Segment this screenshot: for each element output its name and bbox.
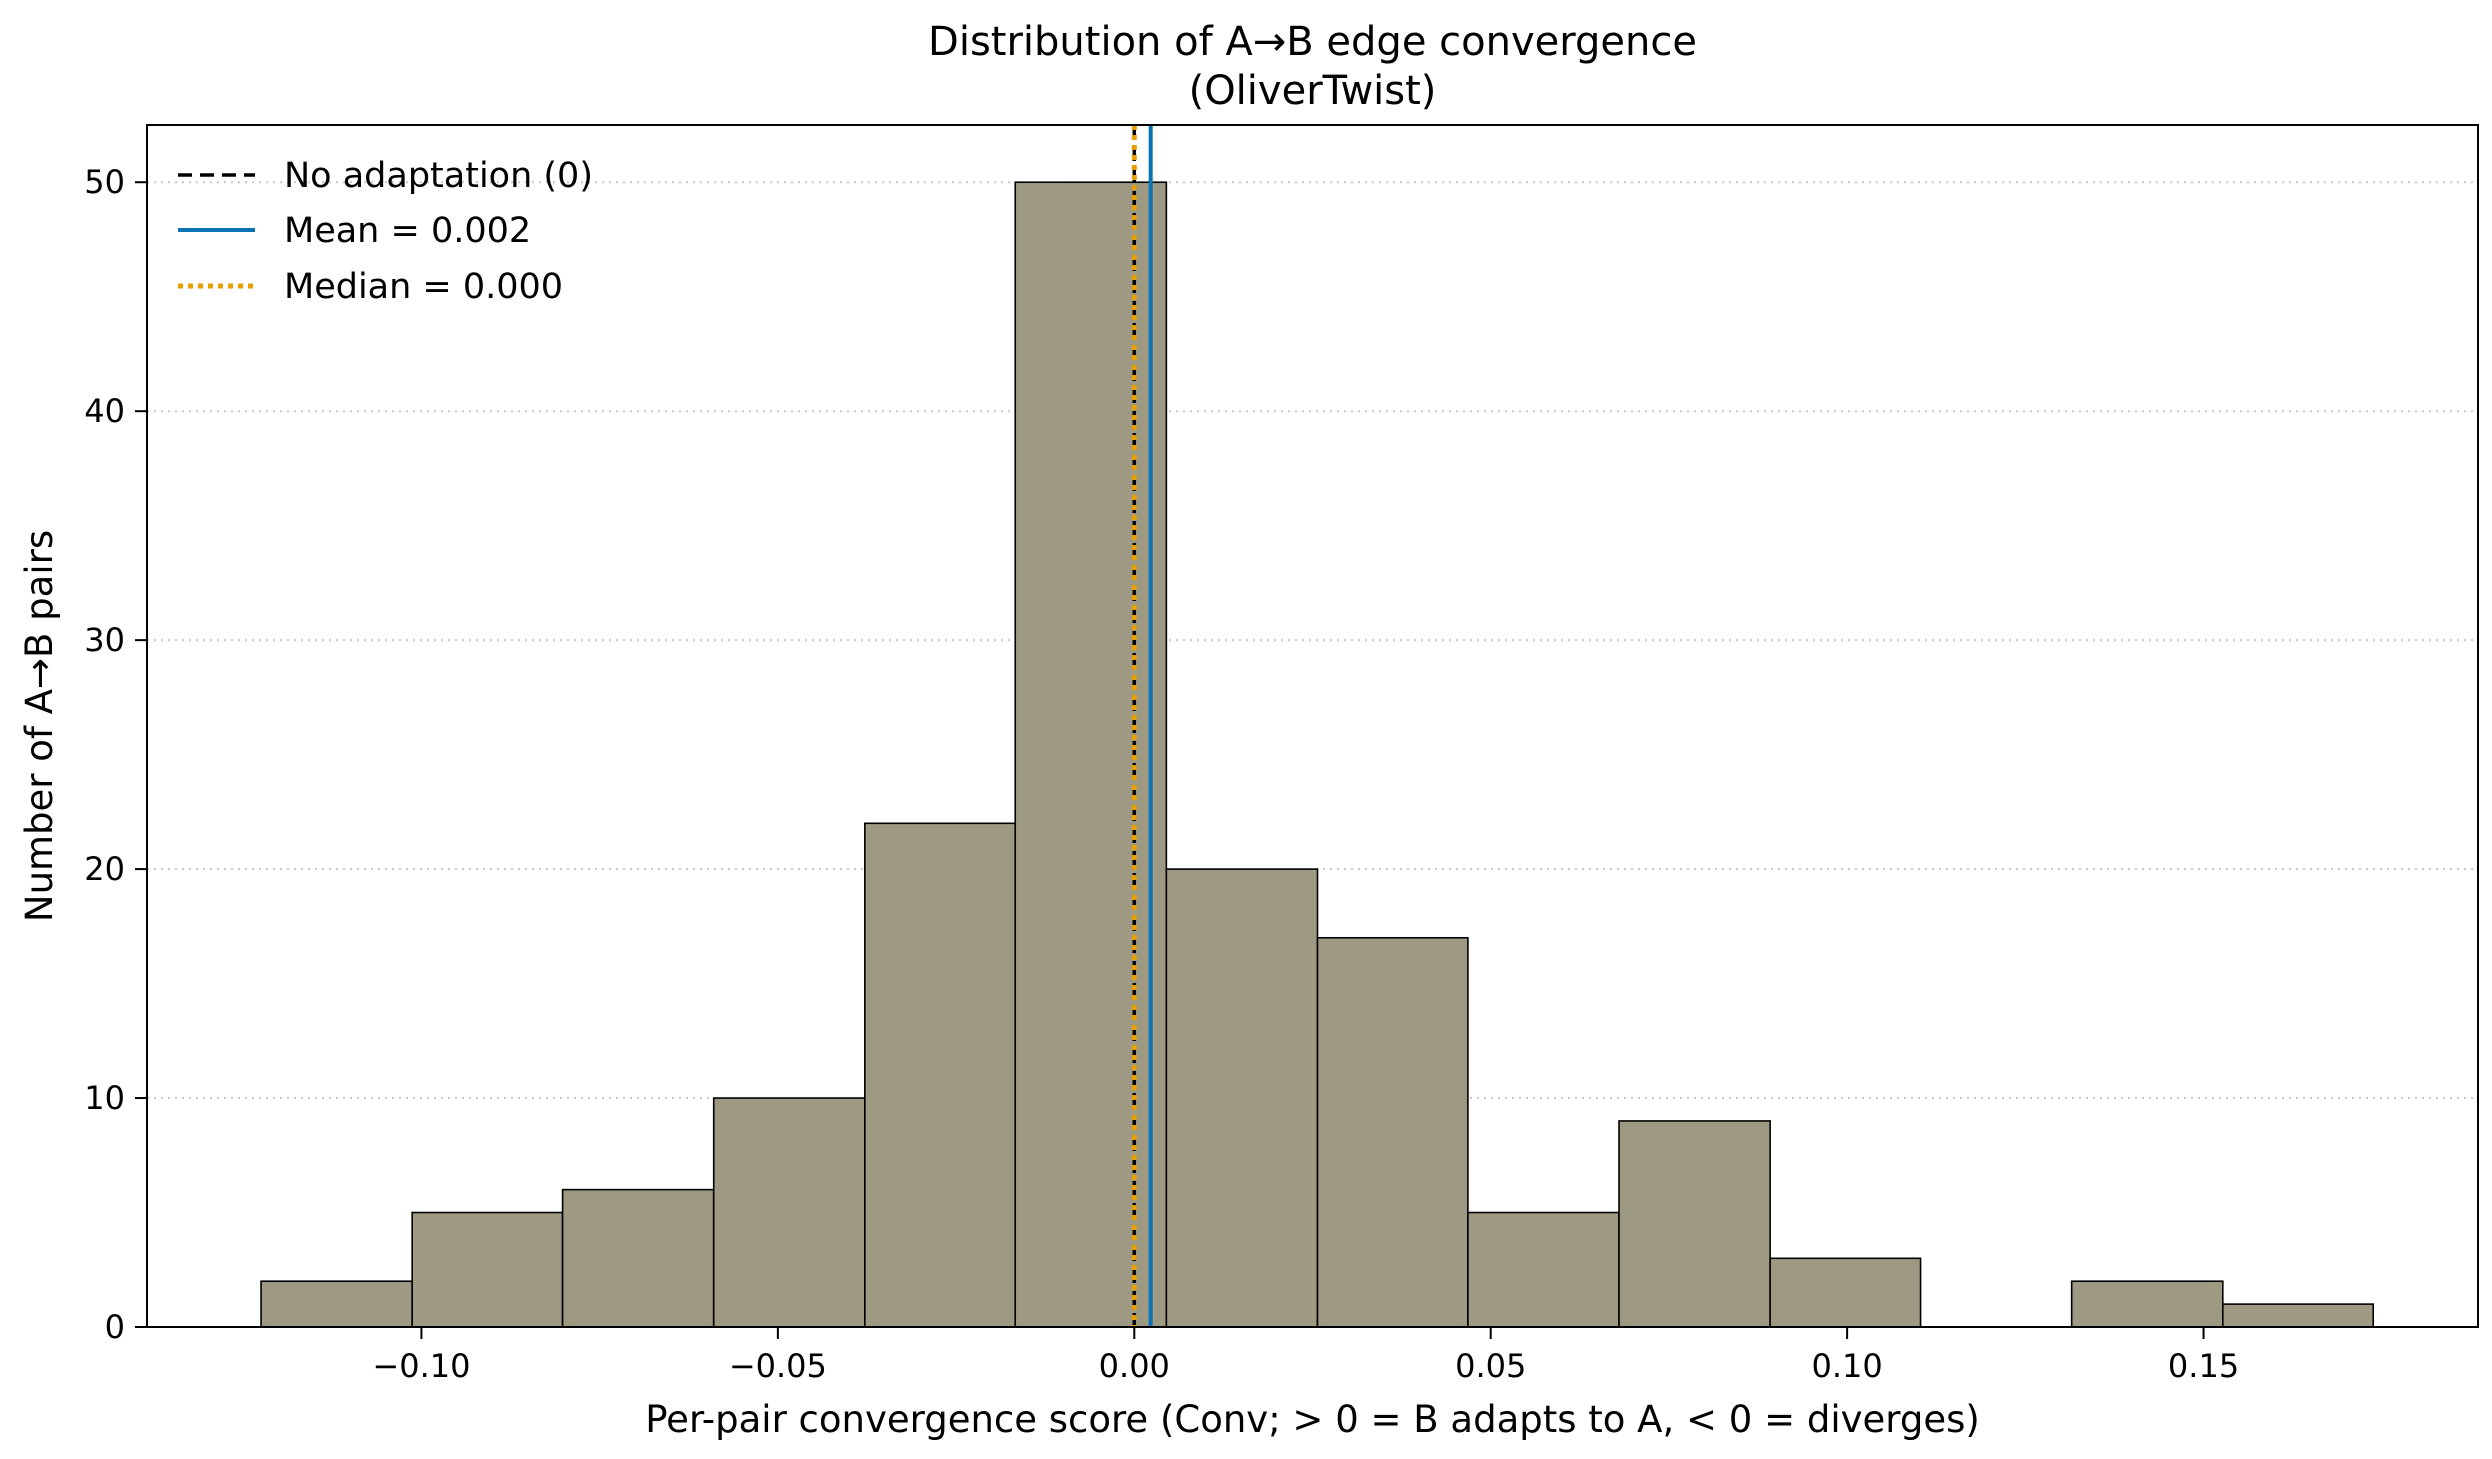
y-tick-label: 40: [84, 392, 125, 430]
legend-label-no-adaptation: No adaptation (0): [284, 156, 593, 196]
x-tick-label: −0.05: [729, 1347, 827, 1385]
y-tick-label: 0: [105, 1308, 125, 1346]
histogram-bar: [411, 1211, 564, 1328]
histogram-bar: [561, 1188, 715, 1328]
reference-lines-layer: [1131, 125, 1153, 1327]
legend-label-median: Median = 0.000: [284, 267, 563, 307]
x-tick-label: 0.15: [2168, 1347, 2239, 1385]
bars-layer: [260, 181, 2375, 1328]
histogram-bar: [864, 822, 1017, 1328]
x-tick-label: 0.10: [1812, 1347, 1883, 1385]
histogram-bar: [1618, 1120, 1771, 1328]
x-tick-label: 0.05: [1455, 1347, 1526, 1385]
legend-label-mean: Mean = 0.002: [284, 211, 531, 251]
histogram-bar: [2070, 1280, 2224, 1328]
histogram-bar: [1014, 181, 1168, 1328]
y-tick-label: 30: [84, 621, 125, 659]
ticks-layer: −0.10 −0.05 0.00 0.05 0.10 0.15 0 10 20 30 40 50: [84, 163, 2239, 1385]
x-tick-label: 0.00: [1099, 1347, 1170, 1385]
histogram-bar: [712, 1097, 866, 1328]
histogram-bar: [1467, 1211, 1620, 1328]
plot-frame: [146, 124, 2479, 1328]
x-tick-label: −0.10: [372, 1347, 470, 1385]
chart-title: Distribution of A→B edge convergence: [928, 19, 1697, 65]
histogram-bar: [1316, 936, 1469, 1328]
chart-subtitle: (OliverTwist): [1189, 68, 1437, 114]
y-tick-label: 20: [84, 850, 125, 888]
histogram-bar: [1165, 868, 1319, 1328]
y-tick-label: 10: [84, 1079, 125, 1117]
x-axis-label: Per-pair convergence score (Conv; > 0 = …: [645, 1398, 1980, 1441]
y-tick-label: 50: [84, 163, 125, 201]
histogram-bar: [1769, 1257, 1922, 1328]
histogram-bar: [2222, 1303, 2375, 1328]
legend: No adaptation (0) Mean = 0.002 Median = …: [178, 156, 593, 307]
y-axis-label: Number of A→B pairs: [18, 530, 61, 922]
histogram-bar: [260, 1280, 413, 1328]
